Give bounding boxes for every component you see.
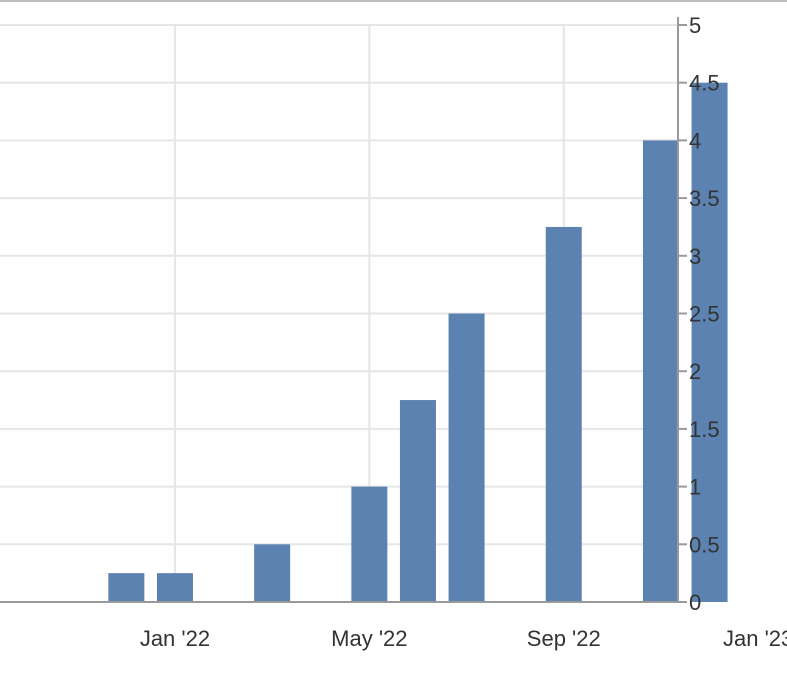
y-tick-label: 0 [689, 590, 701, 615]
y-tick-label: 5 [689, 13, 701, 38]
bar[interactable] [156, 573, 193, 602]
bar[interactable] [108, 573, 145, 602]
y-tick-label: 0.5 [689, 532, 720, 557]
tick-labels: 0 0.5 1 1.5 2 2.5 3 3.5 4 4.5 5 Jan '22 May '22 Sep '… [140, 13, 787, 651]
bar[interactable] [254, 544, 291, 602]
axes [0, 17, 687, 603]
bar[interactable] [351, 486, 388, 602]
y-tick-label: 1 [689, 475, 701, 500]
y-tick-label: 2 [689, 359, 701, 384]
y-tick-label: 2.5 [689, 302, 720, 327]
x-tick-label: Jan '22 [140, 626, 210, 651]
x-tick-label: May '22 [331, 626, 407, 651]
bars [108, 82, 728, 603]
bar[interactable] [642, 140, 679, 602]
y-tick-label: 3.5 [689, 186, 720, 211]
x-tick-label: Jan '23 [723, 626, 787, 651]
y-tick-label: 4.5 [689, 71, 720, 96]
bar[interactable] [448, 313, 485, 603]
bar[interactable] [399, 400, 436, 602]
bar[interactable] [691, 82, 728, 602]
y-tick-label: 1.5 [689, 417, 720, 442]
x-tick-label: Sep '22 [527, 626, 601, 651]
bar[interactable] [545, 226, 582, 602]
y-tick-label: 4 [689, 128, 701, 153]
y-tick-label: 3 [689, 244, 701, 269]
